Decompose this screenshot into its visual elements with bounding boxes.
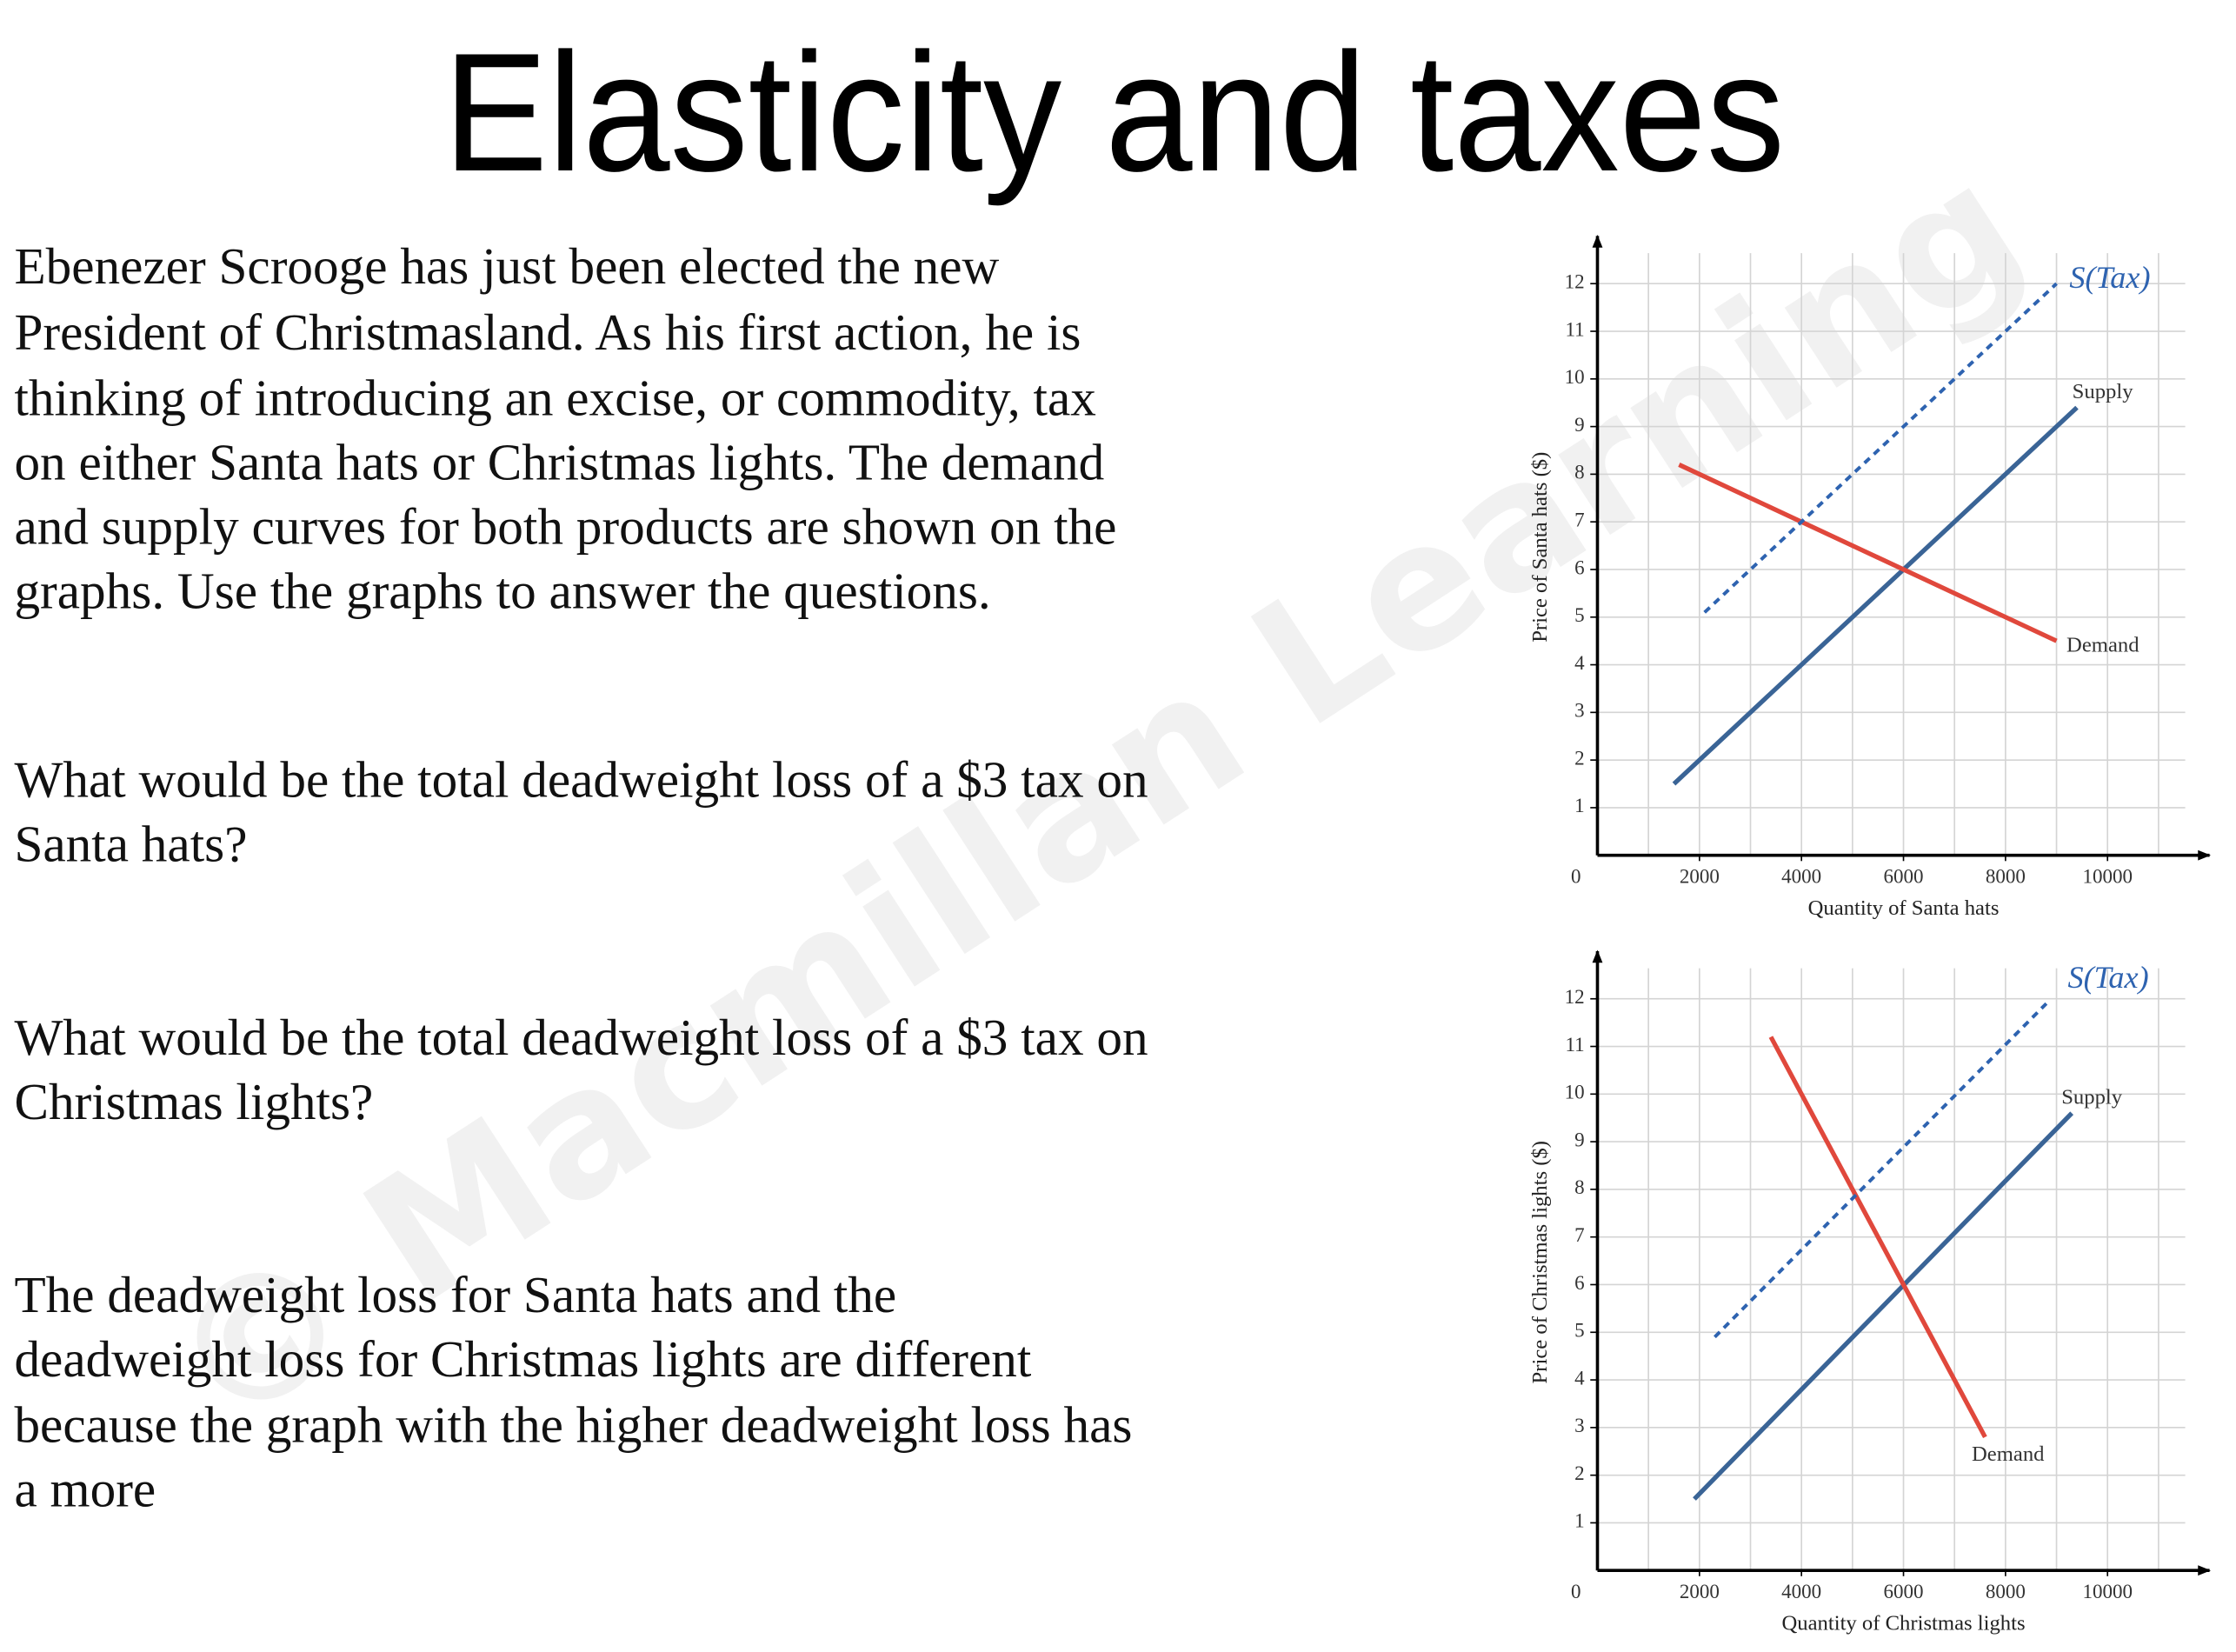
paragraph-line: thinking of introducing an excise, or co… xyxy=(14,369,1095,426)
y-axis-label: Price of Santa hats ($) xyxy=(1528,452,1552,643)
curve-label: Demand xyxy=(2066,633,2140,656)
y-tick-label: 12 xyxy=(1565,270,1585,293)
y-tick-label: 6 xyxy=(1574,556,1585,578)
curve xyxy=(1714,1002,2048,1339)
y-axis-label: Price of Christmas lights ($) xyxy=(1528,1141,1552,1383)
y-tick-label: 8 xyxy=(1574,461,1585,483)
paragraph-line: deadweight loss for Christmas lights are… xyxy=(14,1330,1031,1388)
curve-label: S(Tax) xyxy=(2067,960,2148,995)
paragraph-line: What would be the total deadweight loss … xyxy=(14,1009,1148,1066)
y-tick-label: 6 xyxy=(1574,1271,1585,1294)
curve xyxy=(1672,405,2079,786)
paragraph-line: Christmas lights? xyxy=(14,1073,373,1130)
x-tick-label: 2000 xyxy=(1680,1580,1720,1602)
y-tick-label: 11 xyxy=(1566,1033,1585,1056)
curve-label: Demand xyxy=(1972,1442,2045,1466)
y-tick-label: 7 xyxy=(1574,1223,1585,1246)
x-tick-label: 8000 xyxy=(1986,864,2026,887)
slide-title: Elasticity and taxes xyxy=(443,18,1785,207)
y-tick-label: 10 xyxy=(1565,1081,1585,1103)
curve-label: Supply xyxy=(2073,380,2134,403)
paragraph-line: What would be the total deadweight loss … xyxy=(14,751,1148,809)
y-tick-label: 5 xyxy=(1574,603,1585,626)
x-tick-label: 6000 xyxy=(1884,1580,1924,1602)
curve-label: Supply xyxy=(2061,1085,2123,1109)
y-tick-label: 4 xyxy=(1574,1366,1585,1389)
paragraph-line: Ebenezer Scrooge has just been elected t… xyxy=(14,237,999,295)
y-tick-label: 2 xyxy=(1574,1462,1585,1484)
paragraph-line: graphs. Use the graphs to answer the que… xyxy=(14,563,990,620)
y-tick-label: 10 xyxy=(1565,365,1585,388)
x-tick-label: 0 xyxy=(1571,864,1581,887)
y-tick-label: 3 xyxy=(1574,699,1585,722)
x-tick-label: 10000 xyxy=(2082,864,2133,887)
y-tick-label: 11 xyxy=(1566,317,1585,340)
x-tick-label: 8000 xyxy=(1986,1580,2026,1602)
curve-label: S(Tax) xyxy=(2069,260,2150,295)
x-tick-label: 10000 xyxy=(2082,1580,2133,1602)
question-text: Ebenezer Scrooge has just been elected t… xyxy=(14,237,1148,1517)
y-tick-label: 2 xyxy=(1574,746,1585,769)
y-tick-label: 8 xyxy=(1574,1176,1585,1198)
x-tick-label: 4000 xyxy=(1781,1580,1821,1602)
y-tick-label: 7 xyxy=(1574,508,1585,530)
paragraph-line: The deadweight loss for Santa hats and t… xyxy=(14,1266,896,1323)
x-tick-label: 2000 xyxy=(1680,864,1720,887)
paragraph-line: on either Santa hats or Christmas lights… xyxy=(14,434,1104,491)
y-tick-label: 1 xyxy=(1574,1509,1585,1532)
y-tick-label: 9 xyxy=(1574,1128,1585,1150)
paragraph-line: Santa hats? xyxy=(14,816,247,873)
x-axis-label: Quantity of Santa hats xyxy=(1808,896,2000,920)
x-tick-label: 0 xyxy=(1571,1580,1581,1602)
x-tick-label: 6000 xyxy=(1884,864,1924,887)
x-axis-label: Quantity of Christmas lights xyxy=(1781,1611,2025,1635)
curve xyxy=(1678,463,2058,643)
x-tick-label: 4000 xyxy=(1781,864,1821,887)
curve xyxy=(1703,282,2058,614)
curve xyxy=(1768,1036,1987,1439)
y-tick-label: 1 xyxy=(1574,794,1585,816)
y-tick-label: 9 xyxy=(1574,413,1585,436)
y-tick-label: 12 xyxy=(1565,985,1585,1008)
curve xyxy=(1693,1111,2074,1501)
y-tick-label: 4 xyxy=(1574,651,1585,674)
paragraph-line: a more xyxy=(14,1461,156,1518)
y-tick-label: 3 xyxy=(1574,1414,1585,1436)
paragraph-line: President of Christmasland. As his first… xyxy=(14,303,1081,361)
paragraph-line: because the graph with the higher deadwe… xyxy=(14,1396,1132,1454)
paragraph-line: and supply curves for both products are … xyxy=(14,498,1116,556)
y-tick-label: 5 xyxy=(1574,1319,1585,1342)
